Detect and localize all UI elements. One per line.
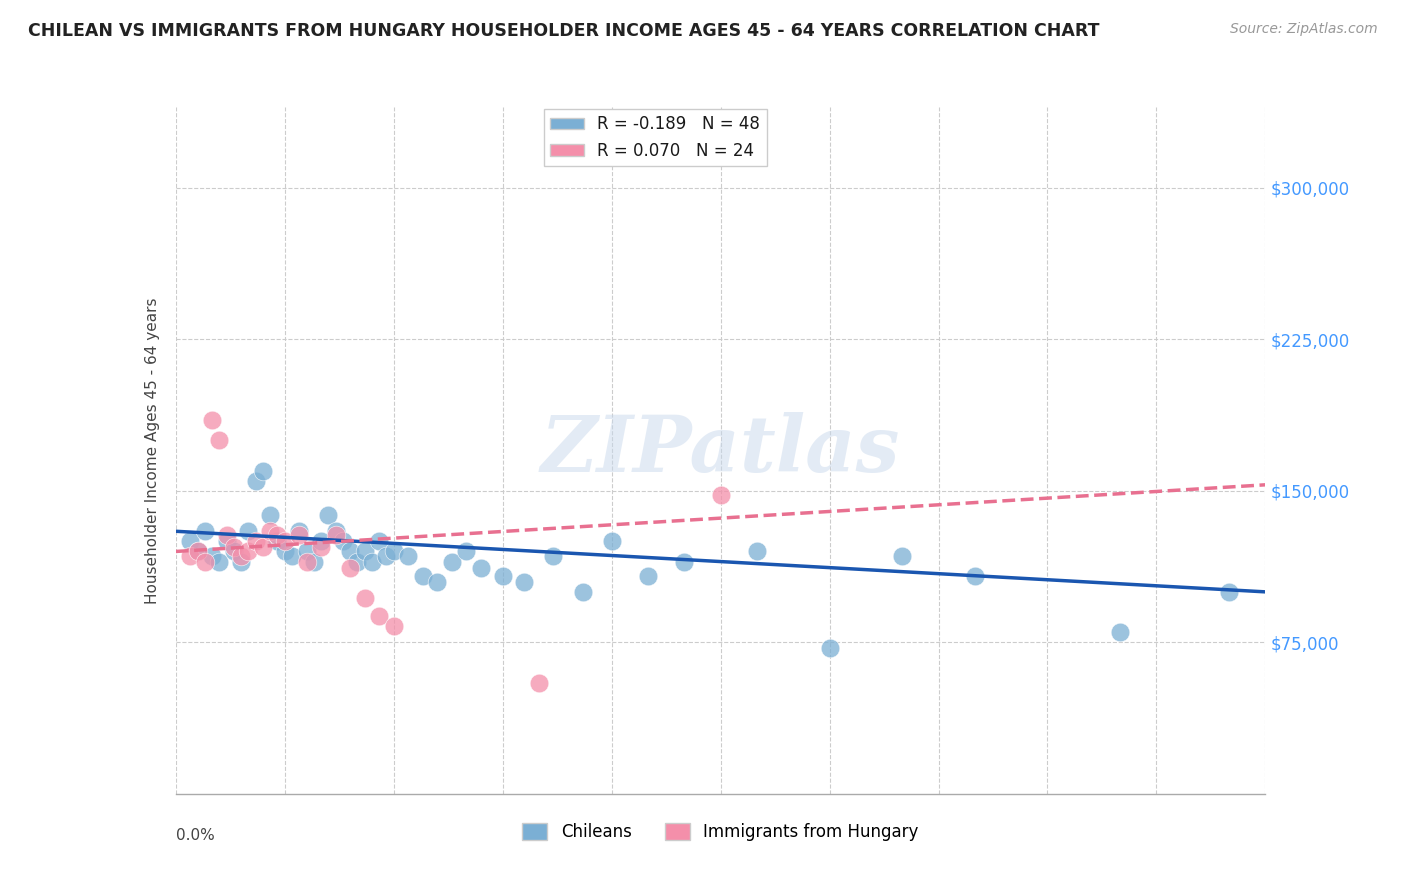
Point [412, 568, 434, 582]
Point [353, 544, 375, 558]
Point [266, 534, 288, 549]
Text: 0.0%: 0.0% [176, 828, 215, 843]
Point [710, 488, 733, 502]
Point [266, 528, 288, 542]
Point [339, 544, 361, 558]
Point [360, 555, 382, 569]
Point [382, 544, 405, 558]
Text: CHILEAN VS IMMIGRANTS FROM HUNGARY HOUSEHOLDER INCOME AGES 45 - 64 YEARS CORRELA: CHILEAN VS IMMIGRANTS FROM HUNGARY HOUSE… [28, 22, 1099, 40]
Point [252, 464, 274, 478]
Point [637, 568, 659, 582]
Point [194, 524, 217, 539]
Point [274, 544, 297, 558]
Point [309, 534, 332, 549]
Point [201, 549, 224, 563]
Point [179, 549, 201, 563]
Point [382, 619, 405, 633]
Point [245, 474, 267, 488]
Point [288, 524, 311, 539]
Point [194, 555, 217, 569]
Legend: Chileans, Immigrants from Hungary: Chileans, Immigrants from Hungary [516, 816, 925, 847]
Y-axis label: Householder Income Ages 45 - 64 years: Householder Income Ages 45 - 64 years [145, 297, 160, 604]
Point [1218, 585, 1240, 599]
Point [600, 534, 623, 549]
Point [1109, 625, 1132, 640]
Point [346, 555, 368, 569]
Point [325, 528, 347, 542]
Point [186, 544, 209, 558]
Point [332, 534, 354, 549]
Point [238, 544, 260, 558]
Text: Source: ZipAtlas.com: Source: ZipAtlas.com [1230, 22, 1378, 37]
Point [215, 534, 238, 549]
Point [215, 528, 238, 542]
Point [375, 549, 398, 563]
Point [208, 555, 231, 569]
Point [302, 555, 325, 569]
Point [252, 541, 274, 555]
Point [818, 641, 841, 656]
Point [353, 591, 375, 605]
Point [492, 568, 515, 582]
Point [527, 675, 550, 690]
Point [245, 534, 267, 549]
Point [891, 549, 914, 563]
Point [309, 541, 332, 555]
Point [571, 585, 593, 599]
Point [231, 555, 253, 569]
Point [513, 574, 536, 589]
Point [318, 508, 340, 522]
Point [281, 549, 304, 563]
Point [186, 544, 209, 558]
Point [368, 534, 391, 549]
Point [295, 555, 318, 569]
Point [274, 534, 297, 549]
Point [259, 524, 281, 539]
Point [259, 508, 281, 522]
Point [368, 609, 391, 624]
Point [396, 549, 419, 563]
Point [201, 413, 224, 427]
Point [339, 560, 361, 574]
Point [673, 555, 696, 569]
Text: ZIPatlas: ZIPatlas [541, 412, 900, 489]
Point [543, 549, 565, 563]
Point [963, 568, 986, 582]
Point [222, 541, 245, 555]
Point [288, 528, 311, 542]
Point [456, 544, 478, 558]
Point [745, 544, 768, 558]
Point [238, 524, 260, 539]
Point [179, 534, 201, 549]
Point [470, 560, 492, 574]
Point [222, 544, 245, 558]
Point [426, 574, 449, 589]
Point [295, 544, 318, 558]
Point [231, 549, 253, 563]
Point [208, 434, 231, 448]
Point [325, 524, 347, 539]
Point [440, 555, 463, 569]
